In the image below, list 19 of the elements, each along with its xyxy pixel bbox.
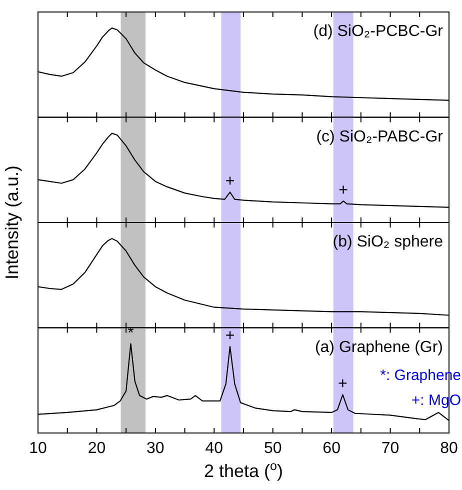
x-tick-label: 10 [29, 440, 47, 457]
annotation: + [225, 173, 235, 190]
chart-title: (c) SiO₂-PABC-Gr [316, 128, 444, 146]
x-tick-label: 50 [264, 440, 282, 457]
chart-title: (a) Graphene (Gr) [314, 338, 443, 356]
x-tick-label: 80 [440, 440, 458, 457]
annotation: + [338, 182, 348, 200]
annotation: + [225, 327, 235, 344]
x-tick-label: 30 [146, 440, 164, 457]
chart-title: (d) SiO₂-PCBC-Gr [313, 23, 444, 40]
x-tick-label: 70 [381, 440, 400, 457]
x-tick-label: 20 [88, 440, 106, 457]
x-axis-title: 2 theta ($^{o}$) [204, 459, 284, 481]
x-tick-label: 60 [322, 440, 341, 457]
y-axis-title: Intensity (a.u.) [2, 165, 22, 280]
chart-title: (b) SiO₂ sphere [332, 234, 444, 250]
annotation: + [338, 376, 348, 393]
x-tick-label: 40 [205, 440, 224, 457]
annotation: * [128, 324, 134, 342]
